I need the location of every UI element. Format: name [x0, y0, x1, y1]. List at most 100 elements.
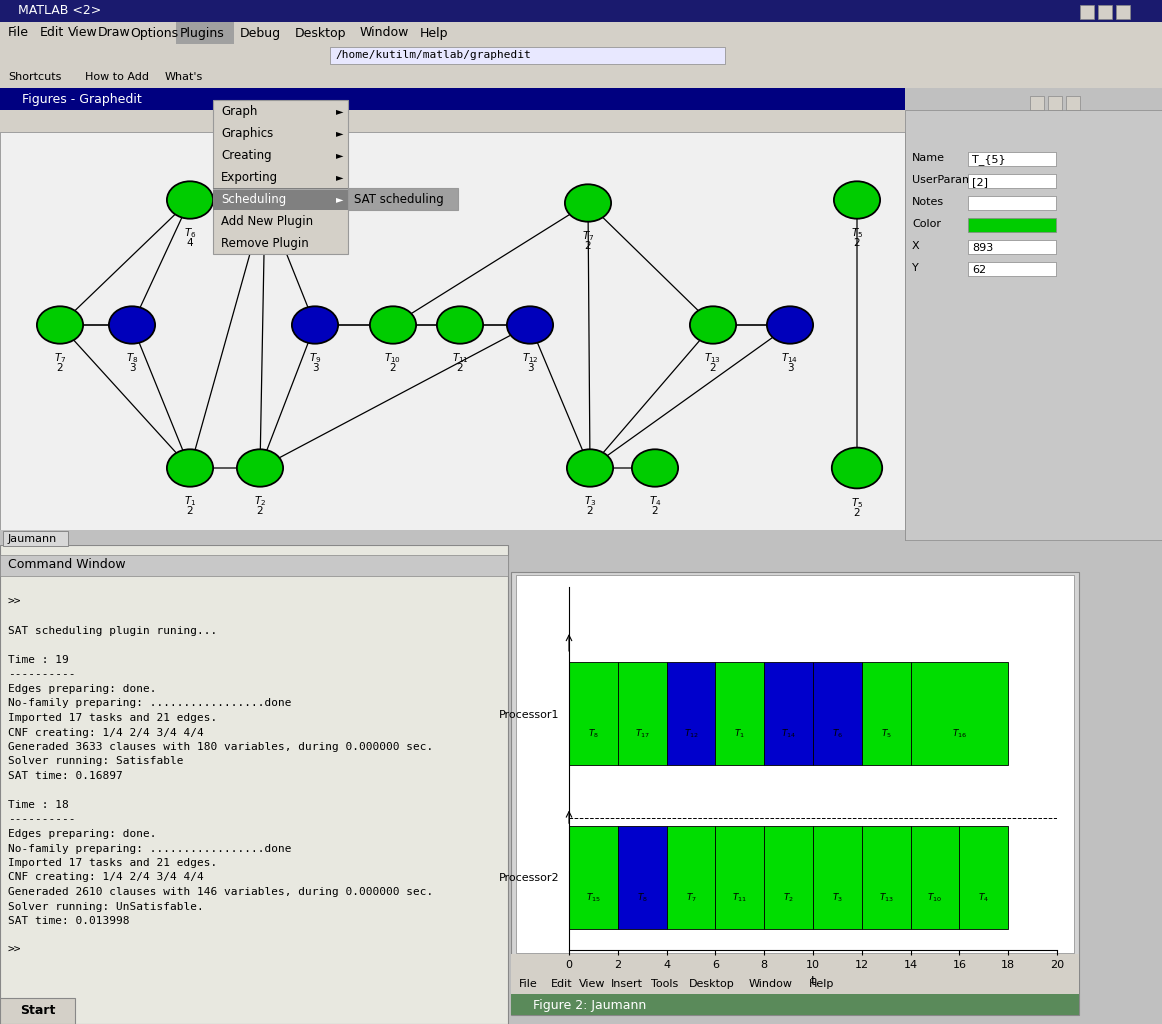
Text: $T_3$: $T_3$	[832, 892, 842, 904]
Text: $T_2$: $T_2$	[254, 494, 266, 508]
Bar	[667, 826, 716, 929]
Ellipse shape	[167, 181, 213, 219]
Text: 62: 62	[971, 265, 987, 275]
Text: SAT time: 0.16897: SAT time: 0.16897	[8, 771, 123, 781]
Bar	[1066, 96, 1079, 110]
Bar	[330, 47, 725, 63]
Bar	[0, 0, 1162, 22]
Text: Draw: Draw	[98, 27, 131, 40]
Text: Figure 2: Jaumann: Figure 2: Jaumann	[533, 998, 646, 1012]
Text: Exporting: Exporting	[221, 171, 278, 183]
Text: Tools: Tools	[651, 979, 679, 989]
Bar	[0, 555, 508, 575]
Text: Graphics: Graphics	[221, 127, 273, 139]
Bar	[569, 826, 618, 929]
Text: 3: 3	[311, 362, 318, 373]
Bar	[0, 132, 905, 540]
Bar	[0, 530, 905, 545]
Bar	[0, 545, 508, 1024]
Text: Name: Name	[912, 153, 945, 163]
Ellipse shape	[565, 184, 611, 222]
Text: Solver running: UnSatisfable.: Solver running: UnSatisfable.	[8, 901, 203, 911]
Bar	[911, 826, 960, 929]
Text: ►: ►	[336, 150, 344, 160]
Bar	[0, 998, 76, 1024]
Text: 893: 893	[971, 243, 994, 253]
Text: 4: 4	[261, 238, 268, 248]
Text: Desktop: Desktop	[295, 27, 346, 40]
Ellipse shape	[370, 306, 416, 344]
Text: 2: 2	[457, 362, 464, 373]
Text: $T_{11}$: $T_{11}$	[452, 351, 468, 365]
Bar	[716, 826, 765, 929]
Text: $T_1$: $T_1$	[734, 728, 745, 740]
Text: Generaded 2610 clauses with 146 variables, during 0.000000 sec.: Generaded 2610 clauses with 146 variable…	[8, 887, 433, 897]
Text: 2: 2	[187, 506, 193, 516]
Bar	[618, 826, 667, 929]
Text: $T_{13}$: $T_{13}$	[704, 351, 722, 365]
Text: Remove Plugin: Remove Plugin	[221, 237, 309, 250]
Text: $T_{16}$: $T_{16}$	[952, 728, 967, 740]
Text: $T_7$: $T_7$	[53, 351, 66, 365]
Text: Time : 18: Time : 18	[8, 800, 69, 810]
Bar	[618, 663, 667, 765]
Text: Figures - Graphedit: Figures - Graphedit	[22, 92, 142, 105]
Text: MATLAB <2>: MATLAB <2>	[17, 4, 101, 17]
Text: SAT scheduling plugin runing...: SAT scheduling plugin runing...	[8, 626, 217, 636]
Bar	[0, 66, 1162, 88]
Bar	[968, 240, 1056, 254]
Text: $T_{10}$: $T_{10}$	[385, 351, 402, 365]
Bar	[511, 994, 1079, 1015]
Text: Desktop: Desktop	[689, 979, 734, 989]
Text: ----------: ----------	[8, 670, 76, 680]
Text: UserParam: UserParam	[912, 175, 973, 185]
Bar	[765, 826, 813, 929]
Bar	[213, 100, 347, 254]
Text: Options: Options	[130, 27, 178, 40]
Text: Jaumann: Jaumann	[8, 534, 57, 544]
Ellipse shape	[832, 447, 882, 488]
Bar	[1116, 5, 1129, 19]
Text: ►: ►	[336, 194, 344, 204]
Text: $T_{13}$: $T_{13}$	[878, 892, 894, 904]
Text: $T_5$: $T_5$	[881, 728, 891, 740]
Bar	[1030, 96, 1043, 110]
Text: 2: 2	[710, 362, 716, 373]
Bar	[511, 974, 1079, 994]
Text: $T_8$: $T_8$	[588, 728, 598, 740]
Text: $T_7$: $T_7$	[582, 229, 594, 243]
Bar	[968, 218, 1056, 232]
X-axis label: t: t	[811, 975, 816, 988]
Ellipse shape	[167, 450, 213, 486]
Text: 2: 2	[389, 362, 396, 373]
Text: 2: 2	[584, 241, 591, 251]
Text: No-family preparing: .................done: No-family preparing: .................do…	[8, 844, 292, 853]
Ellipse shape	[237, 450, 284, 486]
Text: Edit: Edit	[551, 979, 573, 989]
Text: ----------: ----------	[8, 814, 76, 824]
Text: >>: >>	[8, 945, 22, 955]
Text: $T_{10}$: $T_{10}$	[927, 892, 942, 904]
Ellipse shape	[507, 306, 553, 344]
Text: SAT scheduling: SAT scheduling	[354, 193, 444, 206]
Ellipse shape	[767, 306, 813, 344]
Text: Plugins: Plugins	[180, 27, 224, 40]
Text: 2: 2	[587, 506, 594, 516]
Text: 3: 3	[787, 362, 794, 373]
Text: 2: 2	[257, 506, 264, 516]
Ellipse shape	[567, 450, 614, 486]
Bar	[765, 663, 813, 765]
Text: Scheduling: Scheduling	[221, 193, 286, 206]
Text: $T_6$: $T_6$	[832, 728, 842, 740]
Text: No-family preparing: .................done: No-family preparing: .................do…	[8, 698, 292, 709]
Text: $T_1$: $T_1$	[184, 494, 196, 508]
Bar	[911, 663, 1009, 765]
Text: T_{5}: T_{5}	[971, 155, 1005, 166]
Bar	[569, 663, 618, 765]
Text: SAT time: 0.013998: SAT time: 0.013998	[8, 916, 129, 926]
Text: $T_3$: $T_3$	[583, 494, 596, 508]
Text: 2: 2	[854, 238, 860, 248]
Text: Debug: Debug	[241, 27, 281, 40]
Text: View: View	[579, 979, 605, 989]
Text: 4: 4	[187, 238, 193, 248]
